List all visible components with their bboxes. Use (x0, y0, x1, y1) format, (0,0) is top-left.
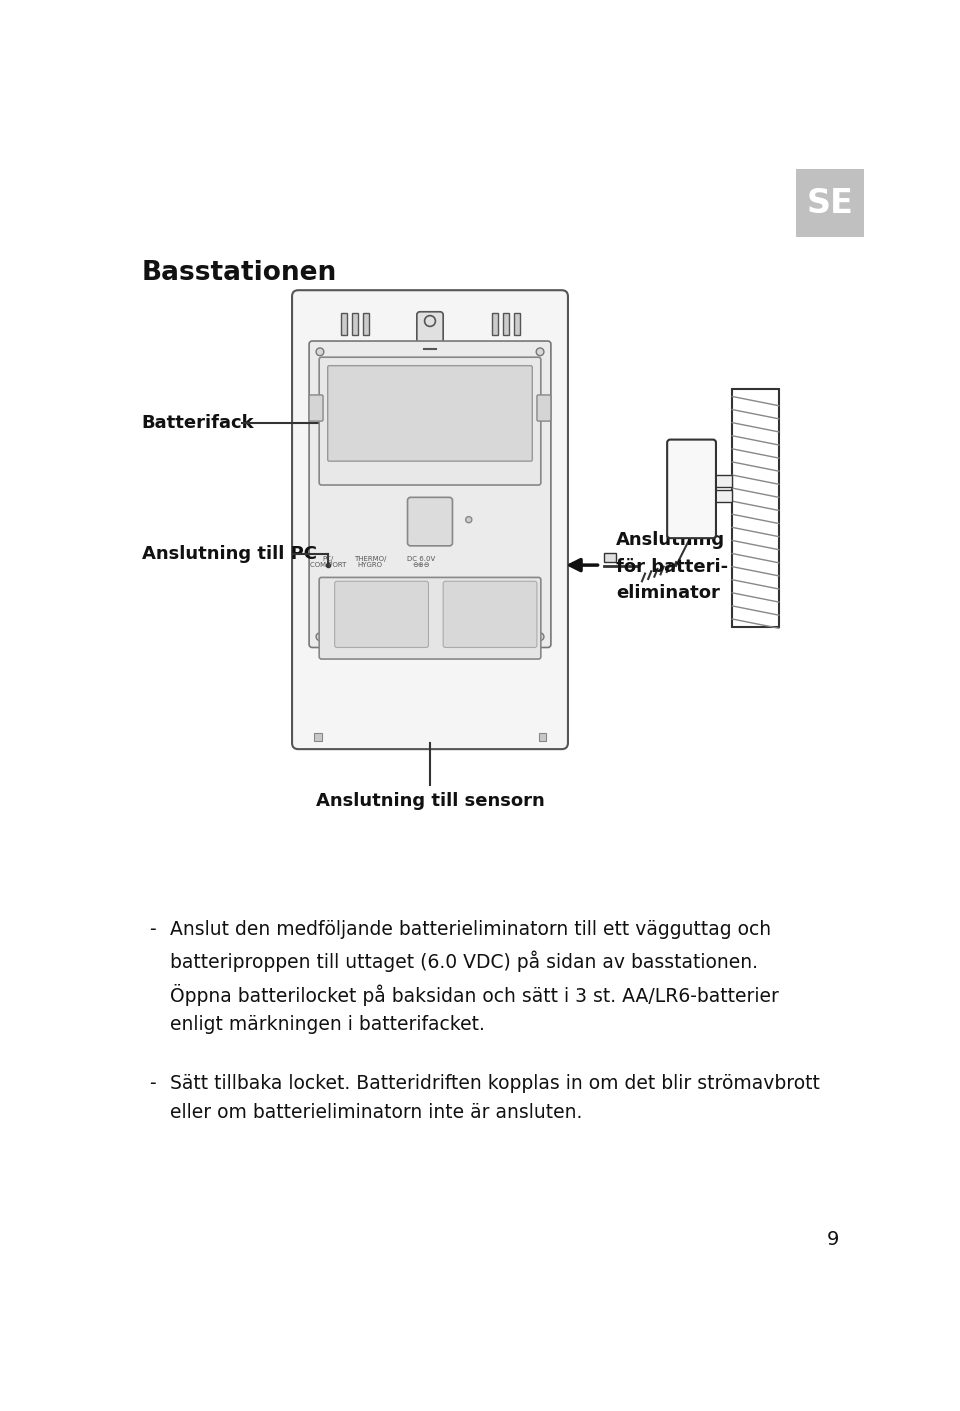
Bar (492, 313, 498, 334)
Bar (713, 491, 732, 502)
FancyBboxPatch shape (667, 440, 716, 538)
FancyBboxPatch shape (537, 395, 551, 420)
Circle shape (316, 634, 324, 641)
Text: Anslut den medföljande batterieliminatorn till ett vägguttag och
batteriproppen : Anslut den medföljande batterieliminator… (170, 920, 780, 1034)
FancyBboxPatch shape (444, 581, 537, 648)
Bar (503, 313, 509, 334)
Bar (732, 389, 779, 628)
Text: DC 6.0V: DC 6.0V (407, 556, 435, 562)
Text: ⊖⊕⊖: ⊖⊕⊖ (412, 562, 429, 569)
Text: SE: SE (806, 186, 853, 220)
FancyBboxPatch shape (327, 365, 532, 461)
Text: HYGRO: HYGRO (358, 562, 383, 569)
Bar (713, 476, 732, 487)
FancyBboxPatch shape (309, 395, 324, 420)
Bar (363, 313, 369, 334)
FancyBboxPatch shape (319, 577, 540, 659)
FancyBboxPatch shape (408, 497, 452, 546)
Bar (351, 313, 358, 334)
Text: Anslutning
för batteri-
eliminator: Anslutning för batteri- eliminator (616, 531, 728, 602)
Text: Sätt tillbaka locket. Batteridriften kopplas in om det blir strömavbrott
eller o: Sätt tillbaka locket. Batteridriften kop… (170, 1074, 820, 1122)
Circle shape (466, 516, 472, 522)
Text: THERMO/: THERMO/ (354, 556, 387, 562)
Text: -: - (150, 1074, 156, 1094)
FancyBboxPatch shape (309, 341, 551, 648)
Bar (314, 732, 322, 741)
Bar (539, 732, 546, 741)
Bar (796, 169, 864, 237)
Circle shape (424, 316, 436, 326)
Text: PC/: PC/ (322, 556, 333, 562)
Bar (341, 313, 348, 334)
Text: Anslutning till sensorn: Anslutning till sensorn (316, 792, 544, 810)
Circle shape (537, 634, 544, 641)
Text: -: - (150, 920, 156, 940)
FancyBboxPatch shape (319, 357, 540, 485)
Circle shape (316, 349, 324, 356)
FancyBboxPatch shape (417, 312, 444, 347)
Bar (514, 313, 520, 334)
Text: Batterifack: Batterifack (142, 415, 254, 432)
Text: Anslutning till PC: Anslutning till PC (142, 545, 317, 563)
FancyBboxPatch shape (292, 291, 568, 749)
Circle shape (537, 349, 544, 356)
Text: 9: 9 (827, 1230, 839, 1249)
Bar (605, 553, 616, 562)
FancyBboxPatch shape (335, 581, 428, 648)
Text: COM PORT: COM PORT (309, 562, 346, 569)
Text: Basstationen: Basstationen (142, 260, 337, 286)
